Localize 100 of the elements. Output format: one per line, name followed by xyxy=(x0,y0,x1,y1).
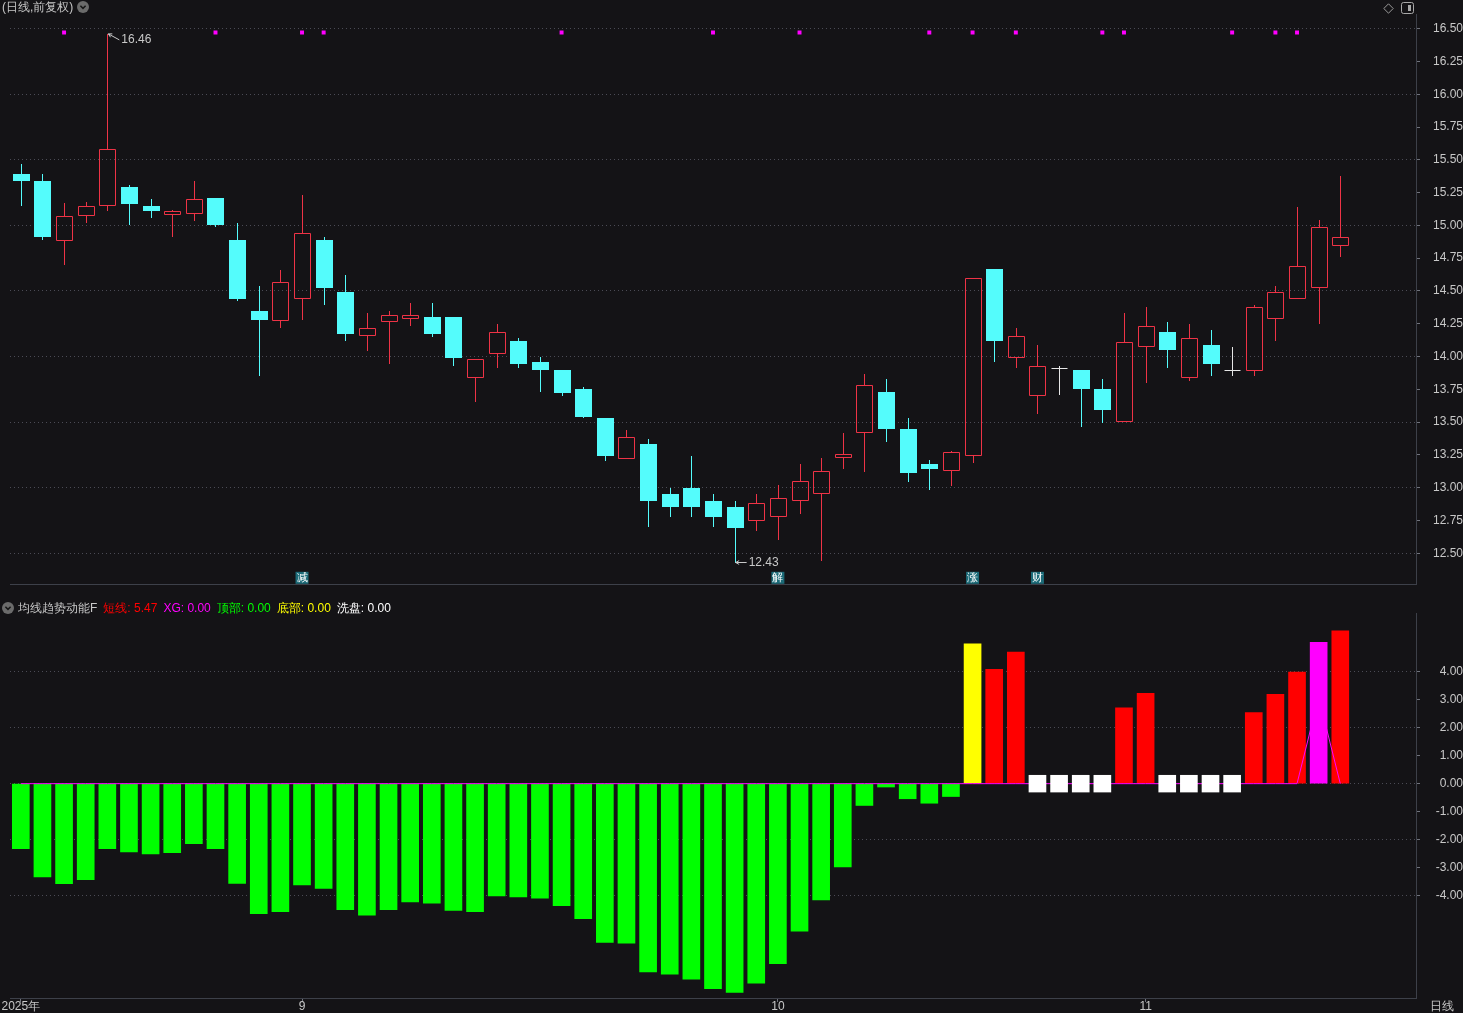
candlestick xyxy=(1138,306,1155,384)
candlestick xyxy=(78,201,95,224)
candlestick xyxy=(1203,329,1220,377)
candlestick xyxy=(1094,378,1111,424)
candlestick xyxy=(792,463,809,515)
candlestick xyxy=(186,180,203,222)
y-tick-label: 2.00 xyxy=(1439,720,1463,735)
bar xyxy=(249,783,268,914)
bar xyxy=(1223,774,1241,793)
chart-title: 均线趋势动能F xyxy=(18,601,98,615)
text: 解 xyxy=(772,571,784,584)
bar xyxy=(1050,774,1068,793)
bar xyxy=(1288,671,1306,784)
bar xyxy=(98,783,117,850)
candlestick xyxy=(640,438,657,528)
bar xyxy=(509,783,528,898)
bar xyxy=(1115,707,1133,784)
bar xyxy=(574,783,593,919)
y-tick-label: -2.00 xyxy=(1435,831,1463,846)
text: 财 xyxy=(1031,571,1043,584)
bar xyxy=(466,783,484,912)
candlestick xyxy=(770,484,787,541)
candlestick xyxy=(337,274,354,342)
y-tick-label: 16.25 xyxy=(1432,53,1463,68)
bar xyxy=(1071,774,1090,793)
bar xyxy=(401,783,419,903)
bar xyxy=(1266,693,1285,784)
y-tick-label: 12.50 xyxy=(1432,545,1463,560)
candlestick xyxy=(121,184,138,226)
candlestick xyxy=(359,312,376,352)
bar xyxy=(747,783,766,984)
bar xyxy=(379,783,398,911)
candlestick xyxy=(856,373,873,473)
x-tick-label: 11 xyxy=(1139,998,1153,1013)
y-tick-label: 0.00 xyxy=(1439,775,1463,790)
bar xyxy=(444,783,463,911)
candlestick xyxy=(1116,312,1133,422)
text: 底部: 0.00 xyxy=(276,601,331,615)
bar xyxy=(1244,712,1263,784)
candlestick xyxy=(921,459,938,491)
y-tick-label: 16.00 xyxy=(1432,86,1463,101)
bar xyxy=(985,669,1004,784)
candlestick xyxy=(1246,304,1263,377)
x-tick-label: 2025年 xyxy=(1,998,41,1013)
candlestick xyxy=(143,198,160,219)
candlestick xyxy=(1029,344,1046,415)
y-tick-label: 13.25 xyxy=(1432,447,1463,462)
bar xyxy=(293,783,311,886)
bar xyxy=(120,783,138,853)
candlestick xyxy=(510,337,527,369)
bar xyxy=(833,783,852,868)
candlestick xyxy=(813,457,830,562)
candlestick xyxy=(381,310,398,365)
bar xyxy=(33,783,52,878)
y-tick-label: 12.75 xyxy=(1432,512,1463,527)
candlestick xyxy=(597,418,614,462)
candlestick xyxy=(1289,206,1306,299)
candlestick xyxy=(294,194,311,321)
y-tick-label: -3.00 xyxy=(1435,859,1463,874)
bar xyxy=(1028,774,1047,793)
annotation: 12.43 xyxy=(748,554,779,569)
chart-title: (日线,前复权) xyxy=(2,0,74,14)
candlestick xyxy=(316,236,333,306)
candlestick xyxy=(1224,346,1241,377)
text: 短线: 5.47 xyxy=(103,601,158,615)
y-tick-label: 4.00 xyxy=(1439,664,1463,679)
x-axis-title: 日线 xyxy=(1430,999,1454,1013)
y-tick-label: 15.00 xyxy=(1432,217,1463,232)
annotation: 16.46 xyxy=(121,32,152,47)
candlestick xyxy=(229,222,246,302)
text: XG: 0.00 xyxy=(163,601,211,615)
candlestick xyxy=(251,285,268,377)
candlestick xyxy=(445,317,462,367)
bar xyxy=(206,783,225,850)
candlestick xyxy=(705,493,722,528)
candlestick xyxy=(272,269,289,329)
bar xyxy=(1093,774,1112,793)
candlestick xyxy=(618,429,635,459)
candlestick xyxy=(1008,327,1025,369)
candlestick xyxy=(1311,219,1328,325)
bar xyxy=(942,783,960,797)
candlestick xyxy=(56,202,73,266)
candlestick xyxy=(402,302,419,327)
candlestick xyxy=(943,452,960,487)
bar xyxy=(855,783,874,806)
bar xyxy=(1201,774,1220,793)
bar xyxy=(271,783,290,912)
bar xyxy=(11,783,30,850)
bar xyxy=(790,783,809,932)
bar xyxy=(617,783,636,944)
y-tick-label: 14.25 xyxy=(1432,316,1463,331)
bar xyxy=(1180,774,1198,793)
x-tick-label: 9 xyxy=(298,998,306,1013)
bar xyxy=(898,783,917,800)
y-tick-label: 13.75 xyxy=(1432,381,1463,396)
bar xyxy=(531,783,549,899)
candlestick xyxy=(554,370,571,397)
candlestick xyxy=(1159,321,1176,369)
y-tick-label: 3.00 xyxy=(1439,692,1463,707)
y-tick-label: 1.00 xyxy=(1439,748,1463,763)
